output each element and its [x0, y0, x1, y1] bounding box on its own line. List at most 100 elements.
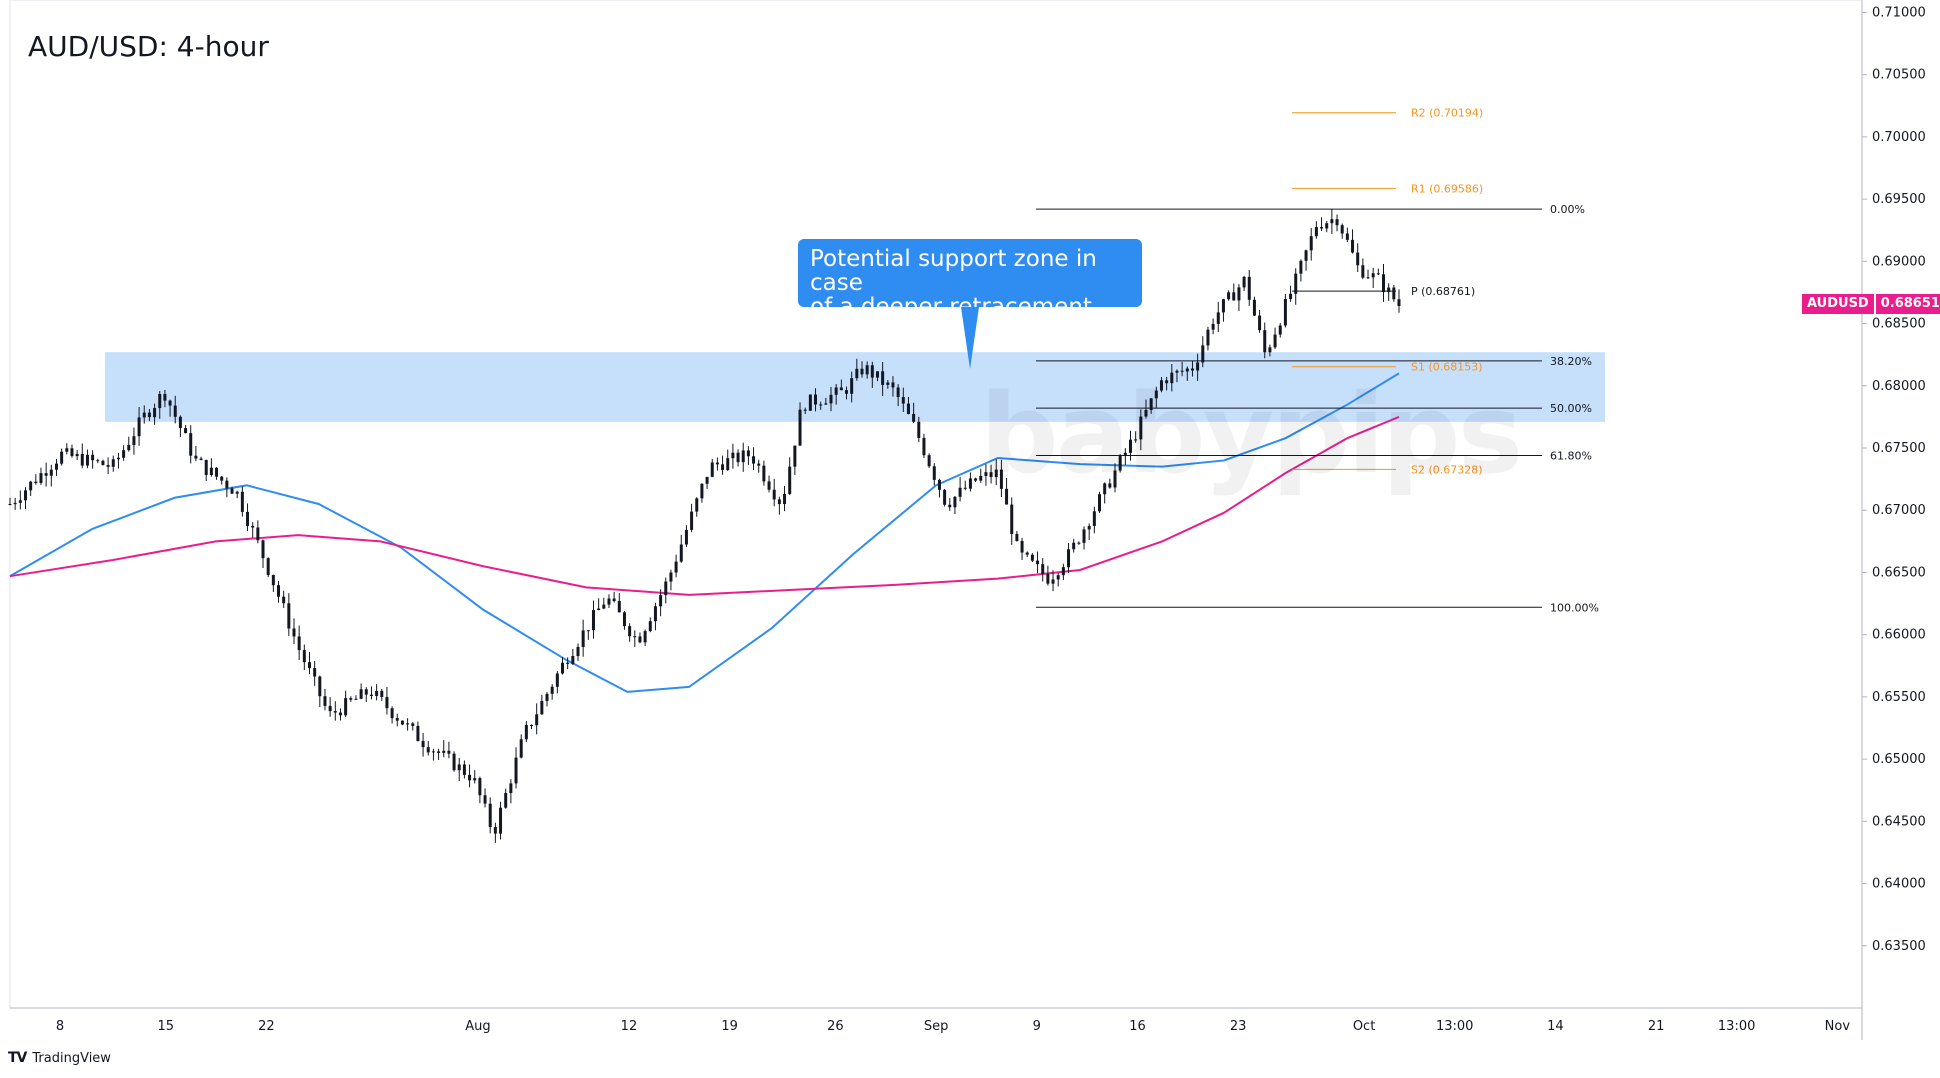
- candle-body: [101, 460, 105, 466]
- candle-body: [142, 412, 146, 418]
- candle-body: [1015, 533, 1019, 541]
- candle-body: [1041, 564, 1045, 574]
- candle-body: [803, 409, 807, 411]
- candle-body: [85, 454, 89, 466]
- candle-body: [1351, 239, 1355, 253]
- tradingview-brand: TradingView: [32, 1050, 111, 1066]
- candle-body: [416, 725, 420, 742]
- candle-body: [1118, 456, 1122, 471]
- candle-body: [1190, 368, 1194, 371]
- candle-body: [338, 712, 342, 716]
- tradingview-footer[interactable]: TV TradingView: [8, 1050, 111, 1066]
- watermark: babypips: [980, 370, 1523, 498]
- current-price-tag: AUDUSD 0.68651: [1802, 294, 1940, 314]
- candle-body: [359, 689, 363, 699]
- candle-body: [1005, 488, 1009, 505]
- pivot-level-label: P (0.68761): [1411, 285, 1475, 298]
- x-tick-label: 22: [258, 1019, 275, 1034]
- fib-level-label: 38.20%: [1550, 355, 1592, 368]
- candle-body: [1082, 529, 1086, 543]
- candle-body: [271, 574, 275, 586]
- candle-body: [39, 473, 43, 483]
- x-tick-label: 23: [1230, 1019, 1247, 1034]
- candle-body: [1092, 511, 1096, 526]
- annotation-callout: Potential support zone in case of a deep…: [798, 239, 1142, 319]
- candle-body: [1356, 252, 1360, 266]
- candle-body: [881, 371, 885, 385]
- candle-body: [550, 686, 554, 694]
- x-tick-label: 12: [621, 1019, 638, 1034]
- x-tick-label: 14: [1547, 1019, 1564, 1034]
- candle-body: [1144, 409, 1148, 417]
- candle-body: [235, 491, 239, 494]
- candle-body: [1061, 567, 1065, 576]
- candle-body: [581, 630, 585, 647]
- candle-body: [478, 778, 482, 796]
- candle-body: [468, 774, 472, 781]
- candle-body: [1397, 299, 1401, 307]
- candle-body: [421, 741, 425, 748]
- candle-body: [44, 473, 48, 476]
- candle-body: [519, 739, 523, 758]
- candle-body: [715, 462, 719, 465]
- candle-body: [1273, 334, 1277, 348]
- candle-body: [277, 585, 281, 597]
- candle-body: [979, 475, 983, 481]
- candle-body: [752, 456, 756, 464]
- candle-body: [1335, 219, 1339, 226]
- candle-body: [767, 481, 771, 490]
- candle-body: [602, 604, 606, 609]
- fib-level-label: 0.00%: [1550, 203, 1585, 216]
- candle-body: [132, 436, 136, 446]
- candle-body: [307, 662, 311, 669]
- candle-body: [13, 502, 17, 505]
- y-tick-label: 0.70000: [1872, 130, 1926, 145]
- candle-body: [674, 561, 678, 573]
- candle-body: [953, 496, 957, 508]
- candle-body: [297, 636, 301, 651]
- candle-body: [158, 394, 162, 409]
- candle-body: [406, 723, 410, 725]
- candle-body: [850, 378, 854, 394]
- candle-body: [116, 457, 120, 460]
- candle-body: [204, 459, 208, 476]
- candle-body: [509, 783, 513, 794]
- candle-body: [1159, 380, 1163, 391]
- candle-body: [1185, 368, 1189, 372]
- candle-body: [1108, 483, 1112, 488]
- candle-body: [447, 750, 451, 754]
- candle-body: [633, 636, 637, 638]
- candle-body: [106, 465, 110, 467]
- candle-body: [1289, 293, 1293, 300]
- candle-body: [163, 394, 167, 401]
- candle-body: [60, 451, 64, 464]
- candle-body: [700, 483, 704, 499]
- candle-body: [906, 403, 910, 414]
- candle-body: [1283, 299, 1287, 326]
- candle-body: [834, 387, 838, 395]
- candle-body: [1201, 345, 1205, 363]
- candle-body: [1247, 276, 1251, 300]
- candle-body: [576, 646, 580, 657]
- candle-body: [1072, 542, 1076, 550]
- y-tick-label: 0.63500: [1872, 939, 1926, 954]
- x-tick-label: 13:00: [1718, 1019, 1755, 1034]
- candle-body: [323, 696, 327, 706]
- candle-body: [999, 469, 1003, 489]
- annotation-line-2: of a deeper retracement: [810, 294, 1092, 320]
- x-tick-label: 8: [56, 1019, 64, 1034]
- x-tick-label: Nov: [1825, 1019, 1851, 1034]
- candle-body: [1154, 390, 1158, 399]
- x-tick-label: 21: [1648, 1019, 1665, 1034]
- candle-body: [364, 689, 368, 695]
- candle-body: [922, 437, 926, 456]
- ma-slow-line: [9, 415, 1400, 596]
- candle-body: [695, 498, 699, 512]
- candle-body: [1030, 554, 1034, 561]
- candle-body: [1258, 315, 1262, 331]
- candle-body: [70, 448, 74, 457]
- candle-body: [690, 511, 694, 530]
- candle-body: [855, 368, 859, 379]
- candle-body: [220, 476, 224, 481]
- y-tick-label: 0.65500: [1872, 690, 1926, 705]
